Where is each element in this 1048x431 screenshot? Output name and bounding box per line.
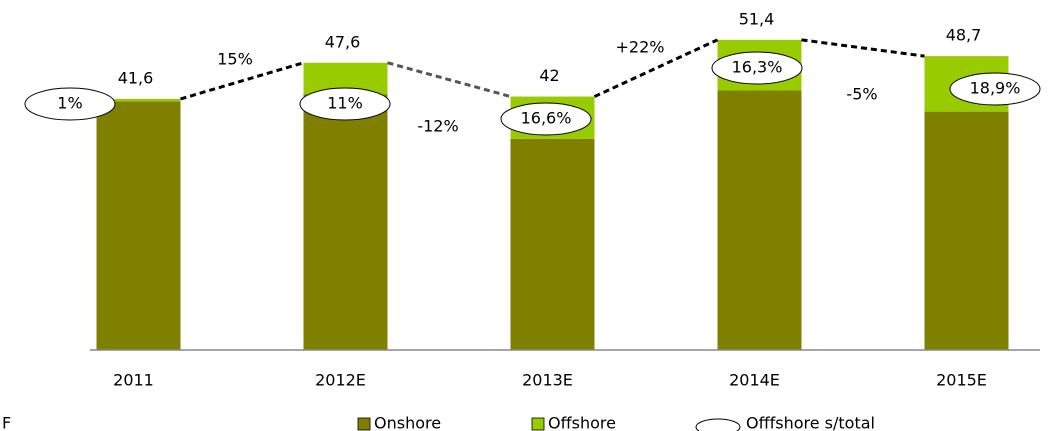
growth-label: 15% [217, 50, 253, 69]
x-tick-label: 2015E [936, 371, 987, 390]
connector [593, 38, 719, 98]
x-tick-label: 2011 [113, 371, 154, 390]
legend-label: Offfshore s/total [746, 414, 875, 431]
share-label: 16,3% [732, 58, 783, 77]
x-tick-label: 2014E [729, 371, 780, 390]
share-ellipse [24, 87, 116, 121]
legend-swatch [357, 417, 371, 431]
x-tick-label: 2013E [522, 371, 573, 390]
x-tick-label: 2012E [315, 371, 366, 390]
bar-segment [510, 138, 595, 350]
connector [801, 38, 925, 58]
share-ellipse [949, 72, 1041, 106]
share-label: 16,6% [521, 109, 572, 128]
growth-label: -5% [846, 85, 877, 104]
total-label: 51,4 [739, 9, 775, 28]
legend-label: Offshore [548, 414, 616, 431]
total-label: 48,7 [946, 26, 982, 45]
bar-segment [303, 94, 388, 350]
bar-segment [96, 98, 181, 102]
legend-label: Onshore [374, 414, 441, 431]
connector [180, 61, 304, 101]
legend-swatch [531, 417, 545, 431]
share-label: 18,9% [970, 79, 1021, 98]
bar-segment [717, 90, 802, 350]
share-label: 11% [327, 94, 363, 113]
growth-label: +22% [616, 38, 665, 57]
growth-label: -12% [417, 117, 458, 136]
total-label: 47,6 [325, 32, 361, 51]
share-label: 1% [57, 94, 82, 113]
connector [387, 61, 511, 98]
total-label: 42 [539, 66, 559, 85]
share-ellipse [500, 102, 592, 136]
legend-ellipse [695, 418, 741, 431]
bar-segment [96, 101, 181, 351]
bar-segment [924, 111, 1009, 350]
share-ellipse [711, 51, 803, 85]
total-label: 41,6 [118, 68, 154, 87]
share-ellipse [299, 87, 391, 121]
footnote: F [2, 414, 11, 431]
